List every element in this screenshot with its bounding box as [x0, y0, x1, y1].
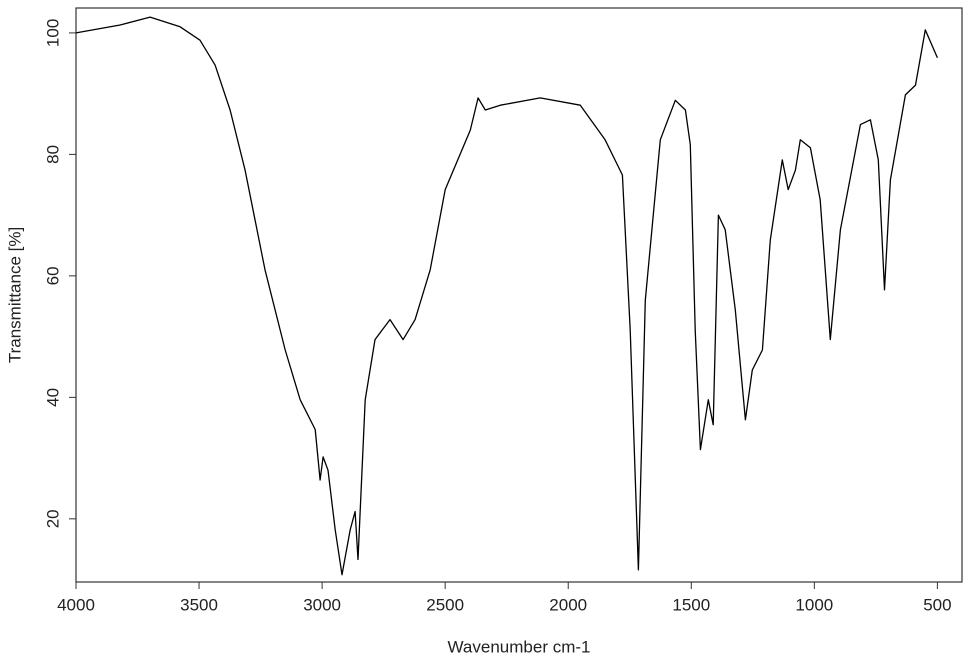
- chart: Wavenumber cm-1 Transmittance [%] 4000 35…: [0, 0, 970, 662]
- y-tick-label: 60: [43, 266, 62, 285]
- x-tick-label: 2000: [549, 595, 587, 614]
- x-tick-label: 2500: [426, 595, 464, 614]
- x-tick-label: 3000: [303, 595, 341, 614]
- plot-frame: [76, 8, 962, 582]
- y-tick-label: 20: [43, 509, 62, 528]
- x-tick-label: 1500: [672, 595, 710, 614]
- spectrum-line: [76, 17, 937, 575]
- y-tick-label: 40: [43, 388, 62, 407]
- y-tick-label: 80: [43, 145, 62, 164]
- x-tick-label: 500: [923, 595, 951, 614]
- x-tick-label: 3500: [180, 595, 218, 614]
- y-axis-title: Transmittance [%]: [5, 227, 24, 363]
- x-tick-label: 4000: [57, 595, 95, 614]
- x-axis-title: Wavenumber cm-1: [448, 637, 591, 656]
- x-tick-label: 1000: [795, 595, 833, 614]
- y-tick-label: 100: [43, 19, 62, 47]
